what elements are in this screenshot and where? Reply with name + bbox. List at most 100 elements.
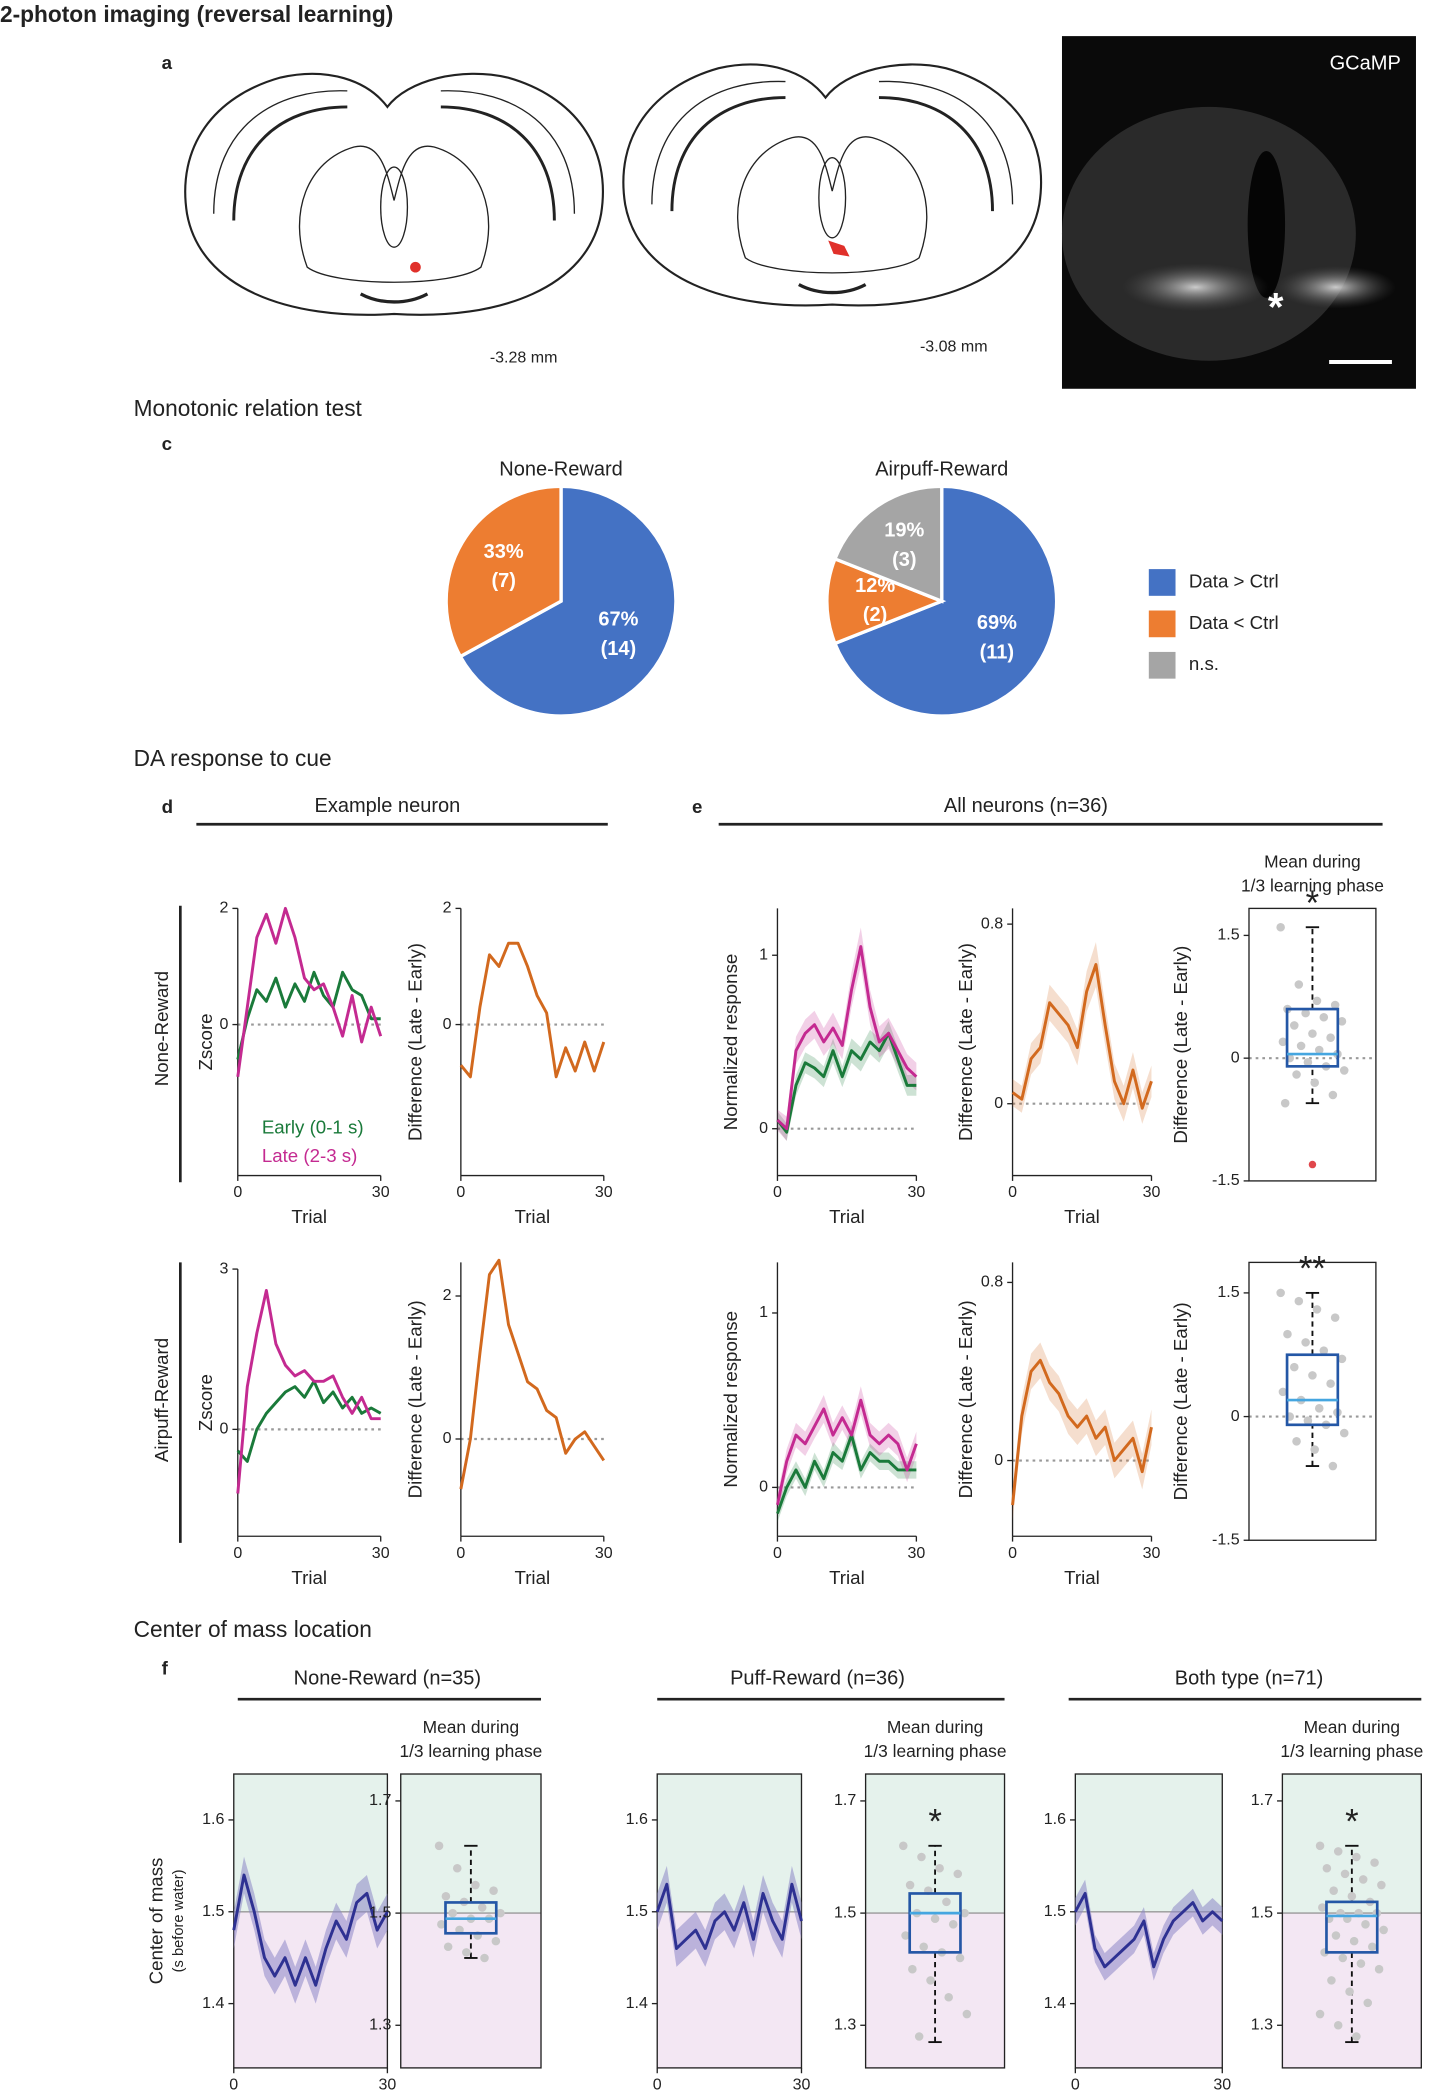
data-point [1294, 980, 1304, 989]
data-point [1379, 1925, 1388, 1935]
data-point [1276, 922, 1285, 932]
atlas-label: -3.28 mm [490, 348, 558, 366]
data-point [1310, 1445, 1319, 1454]
data-point [1276, 1288, 1285, 1298]
y-tick-label: 1.5 [1217, 1283, 1239, 1301]
y-tick-label: 1.5 [626, 1902, 648, 1920]
data-line [459, 941, 606, 1079]
data-point [1292, 1070, 1301, 1079]
injection-site [828, 240, 850, 257]
section-heading: DA response to cue [134, 745, 332, 771]
data-line [232, 1873, 389, 1987]
data-point [1333, 2020, 1343, 2030]
y-tick-label: 0 [443, 1015, 452, 1033]
y-tick-label: 0 [443, 1429, 452, 1447]
y-tick-label: 1.5 [1044, 1902, 1066, 1920]
data-point [955, 1953, 965, 1963]
data-point [1356, 1959, 1366, 1968]
y-axis-label: Difference (Late - Early) [405, 943, 426, 1141]
data-line [776, 1398, 918, 1506]
data-point [1368, 1942, 1377, 1952]
row-label: Airpuff-Reward [151, 1338, 172, 1462]
plot-frame [400, 1773, 542, 2069]
x-tick-label: 0 [229, 2075, 238, 2093]
x-tick-label: 30 [595, 1544, 613, 1562]
section-heading: Center of mass location [134, 1616, 372, 1642]
legend-swatch [1148, 651, 1176, 679]
data-point [1349, 1936, 1359, 1946]
y-tick-label: 1.4 [202, 1994, 224, 2012]
data-point [953, 1869, 963, 1879]
panel-label: d [162, 796, 173, 817]
data-point [1278, 1387, 1288, 1397]
data-point [1326, 1379, 1335, 1388]
data-point [1330, 1313, 1340, 1322]
data-point [1278, 1037, 1288, 1047]
data-point [1283, 1329, 1292, 1339]
data-point [948, 1920, 958, 1929]
pie-title: None-Reward [499, 459, 623, 481]
image-marker: * [1268, 286, 1284, 330]
data-point [1370, 1858, 1379, 1867]
data-point [1314, 1404, 1324, 1413]
error-band [1075, 1879, 1223, 1981]
data-point [1312, 1305, 1322, 1314]
error-band [777, 1386, 917, 1516]
data-line [236, 906, 383, 1078]
box-title: 1/3 learning phase [1280, 1741, 1423, 1761]
plot-frame [1248, 907, 1377, 1182]
data-point [1314, 1045, 1324, 1055]
figure-title: 2-photon imaging (reversal learning) [0, 1, 393, 27]
x-tick-label: 0 [1008, 1183, 1017, 1201]
x-tick-label: 30 [907, 1544, 925, 1562]
x-tick-label: 30 [372, 1544, 390, 1562]
x-axis-label: Trial [1131, 2099, 1167, 2100]
slice-label: 19% [884, 520, 924, 542]
group-header: All neurons (n=36) [944, 795, 1108, 817]
data-point [434, 1841, 444, 1851]
y-tick-label: 1 [759, 1303, 768, 1321]
data-point [1322, 1863, 1332, 1873]
slice-label: 67% [598, 609, 638, 631]
y-tick-label: 1.5 [1217, 926, 1239, 944]
data-point [480, 1953, 489, 1963]
data-point [926, 1976, 935, 1985]
box [1285, 1353, 1340, 1427]
data-point [1340, 1869, 1350, 1879]
data-point [1329, 1886, 1338, 1895]
slice-label: 33% [484, 541, 524, 563]
data-point [908, 1964, 917, 1974]
data-point [905, 1880, 915, 1890]
data-point [960, 1908, 969, 1918]
data-point [1345, 1987, 1354, 1996]
y-tick-label: 1.7 [369, 1791, 391, 1809]
y-tick-label: 1.5 [369, 1903, 391, 1921]
data-line [1074, 1891, 1224, 1969]
x-tick-label: 0 [1008, 1544, 1017, 1562]
legend-swatch [1148, 569, 1176, 596]
y-tick-label: 1.3 [1251, 2016, 1273, 2034]
pie-slice [825, 556, 947, 646]
data-point [448, 1908, 457, 1918]
slice-count: (3) [892, 549, 916, 571]
data-point [1339, 1066, 1349, 1075]
plot-frame [864, 1773, 1006, 2069]
data-line [459, 1258, 606, 1490]
pie-slice [458, 484, 678, 718]
data-point [1327, 1976, 1336, 1985]
data-point [1318, 1903, 1327, 1912]
y-tick-label: 0 [759, 1478, 768, 1496]
y-tick-label: 1.4 [1044, 1994, 1066, 2012]
y-tick-label: 1.3 [369, 2016, 391, 2034]
y-tick-label: 0 [759, 1119, 768, 1137]
data-line [776, 1031, 917, 1134]
x-tick-label: 30 [372, 1183, 390, 1201]
data-point [437, 1920, 446, 1929]
data-line [236, 1288, 381, 1494]
x-tick-label: 0 [773, 1183, 782, 1201]
y-tick-label: 1.5 [202, 1902, 224, 1920]
data-line [655, 1882, 803, 1950]
group-header: Puff-Reward (n=36) [730, 1667, 905, 1689]
significance: ** [1299, 1251, 1326, 1289]
y-tick-label: 1.7 [1251, 1791, 1273, 1809]
